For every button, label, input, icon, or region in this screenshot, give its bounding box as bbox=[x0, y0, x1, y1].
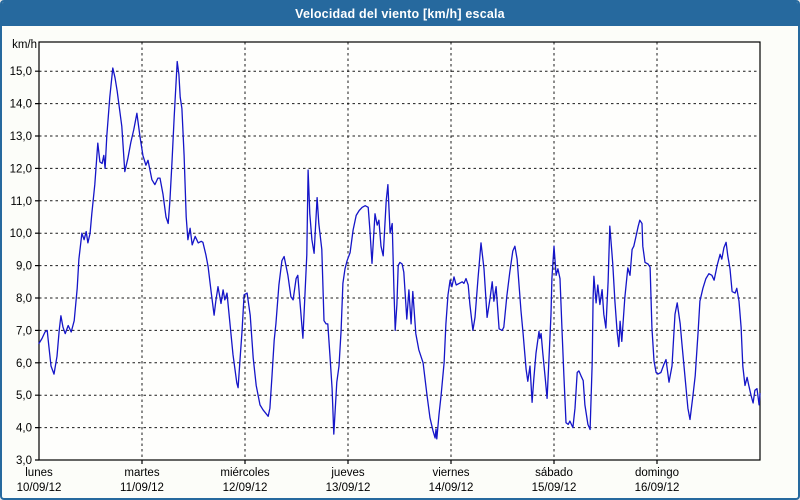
y-tick-label: 15,0 bbox=[10, 66, 32, 78]
x-date-label: 15/09/12 bbox=[532, 482, 577, 494]
plot-frame bbox=[38, 41, 761, 461]
plot-area bbox=[39, 42, 760, 460]
wind-speed-line bbox=[38, 60, 761, 440]
y-tick-label: 7,0 bbox=[16, 325, 32, 337]
y-axis-unit-label: km/h bbox=[12, 39, 37, 51]
x-date-label: 14/09/12 bbox=[429, 482, 474, 494]
y-tick-label: 10,0 bbox=[10, 228, 32, 240]
y-tick-label: 12,0 bbox=[10, 163, 32, 175]
y-tick-label: 14,0 bbox=[10, 99, 32, 111]
x-date-label: 11/09/12 bbox=[120, 482, 164, 494]
chart-title: Velocidad del viento [km/h] escala bbox=[295, 7, 505, 21]
y-tick-label: 3,0 bbox=[16, 455, 32, 467]
x-day-label: lunes bbox=[25, 467, 53, 479]
x-date-label: 13/09/12 bbox=[326, 482, 371, 494]
x-day-label: viernes bbox=[432, 467, 469, 479]
y-tick-label: 4,0 bbox=[16, 423, 32, 435]
x-date-label: 16/09/12 bbox=[635, 482, 680, 494]
y-tick-label: 9,0 bbox=[16, 261, 32, 273]
x-day-label: martes bbox=[124, 467, 159, 479]
x-day-label: jueves bbox=[330, 467, 364, 479]
x-date-label: 10/09/12 bbox=[17, 482, 62, 494]
y-tick-label: 8,0 bbox=[16, 293, 32, 305]
y-tick-label: 11,0 bbox=[10, 196, 32, 208]
y-tick-label: 13,0 bbox=[10, 131, 32, 143]
window-titlebar: Velocidad del viento [km/h] escala bbox=[2, 2, 798, 26]
x-date-label: 12/09/12 bbox=[223, 482, 268, 494]
x-day-label: domingo bbox=[635, 467, 679, 479]
y-tick-label: 6,0 bbox=[16, 358, 32, 370]
x-day-label: sábado bbox=[535, 467, 573, 479]
x-day-label: miércoles bbox=[220, 467, 269, 479]
y-tick-label: 5,0 bbox=[16, 390, 32, 402]
